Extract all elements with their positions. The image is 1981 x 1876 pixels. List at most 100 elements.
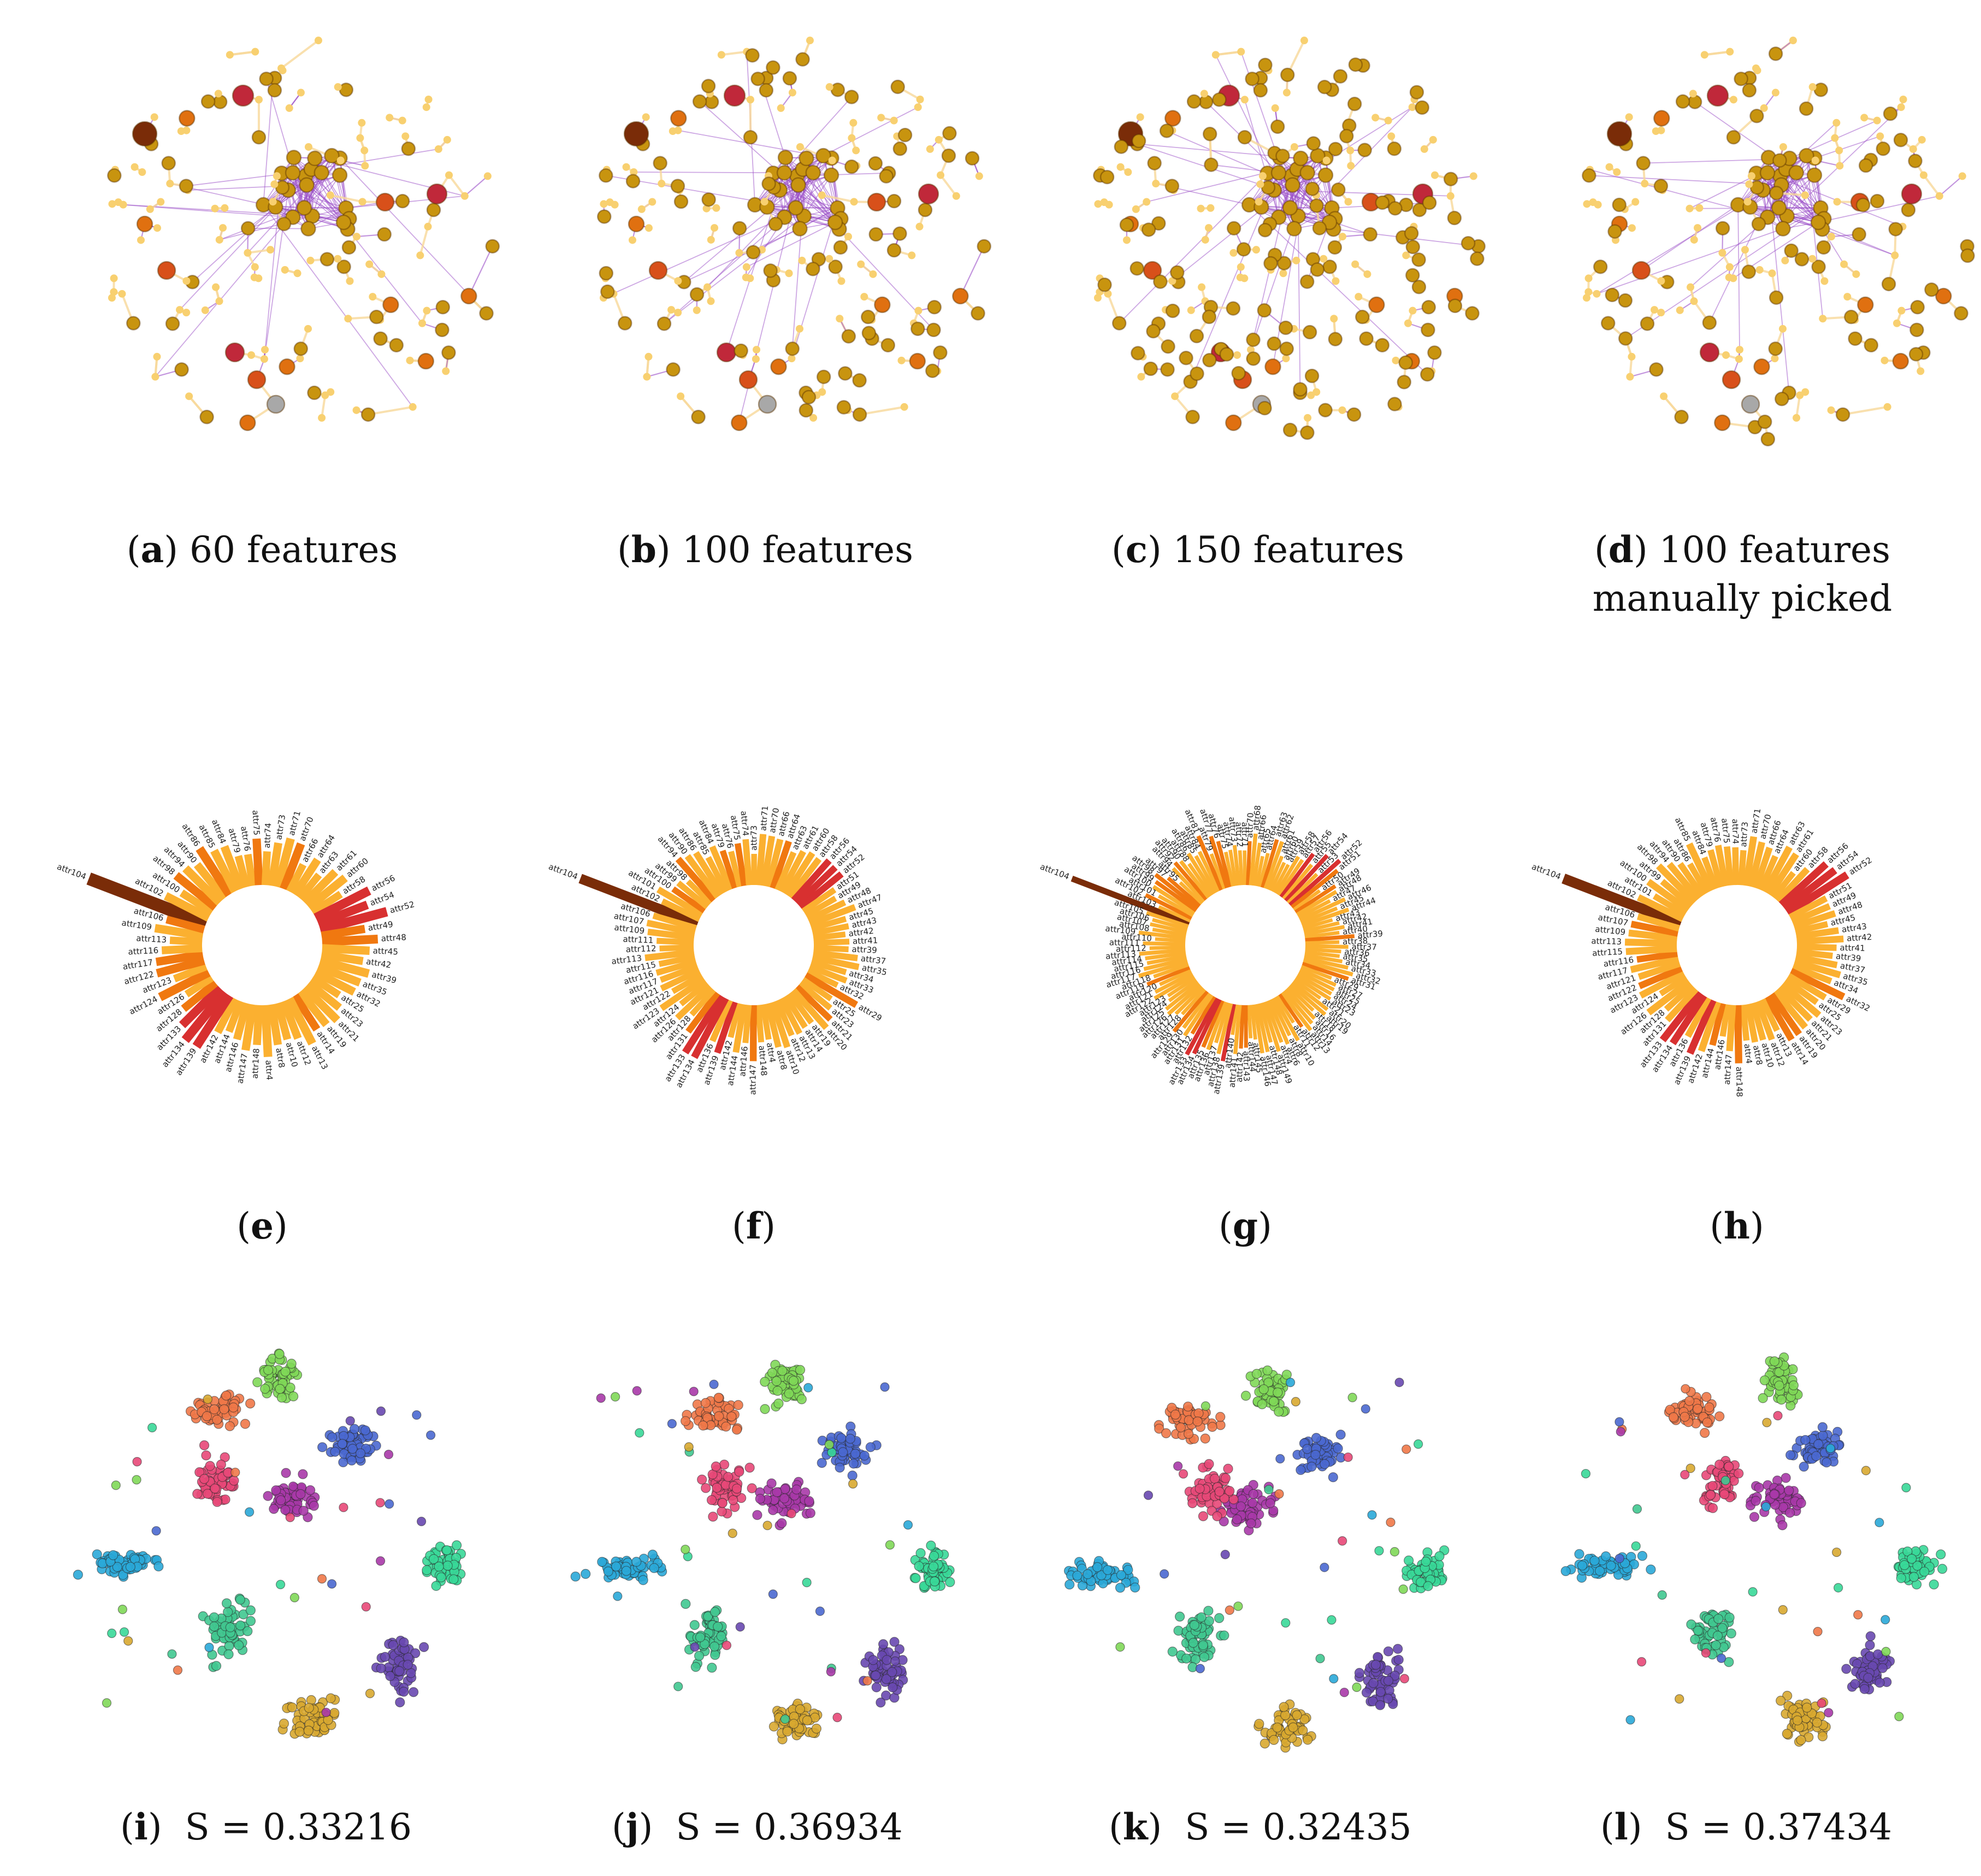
graph-node [795,52,810,67]
radial-bar [578,874,700,928]
radial-tick-label: attr37 [860,953,886,966]
scatter-point [327,1432,338,1442]
radial-bar [1794,921,1829,935]
graph-node [1910,300,1925,315]
graph-node [1876,132,1884,140]
graph-node [1810,214,1826,231]
graph-edge [1596,228,1783,294]
radial-bar [1677,862,1705,898]
graph-node [1714,414,1731,432]
radial-tick-label: attr42 [1847,932,1872,943]
graph-node [212,283,220,291]
radial-bar [1289,983,1327,1016]
graph-node [211,204,219,213]
graph-node [1909,145,1917,153]
radial-bar [1305,947,1341,954]
radial-bar [1709,1002,1726,1046]
graph-node [644,224,653,232]
scatter-point [211,1661,222,1671]
radial-bar [1228,849,1238,886]
graph-node [823,167,839,183]
graph-node [1387,141,1402,156]
scatter-point [824,1440,834,1449]
radial-bar [1214,1002,1230,1043]
graph-edge [448,174,466,197]
graph-edge [1249,157,1280,205]
graph-node [327,388,335,396]
graph-node [933,345,948,360]
graph-node [1657,309,1665,317]
scatter-point [613,1591,623,1601]
scatter-point [802,1715,813,1726]
graph-node [136,215,153,233]
graph-node [1276,256,1292,270]
radial-bar [1155,937,1186,943]
graph-node [1702,315,1717,330]
graph-node [1104,290,1112,298]
radial-bar [1714,845,1729,887]
radial-labels: attr104attr103attr102attr101attr100attr9… [1039,805,1383,1095]
scatter-point [712,1483,722,1493]
graph-node [1960,248,1975,263]
radial-bar [1298,970,1335,992]
graph-node [643,373,651,381]
radial-bar [1304,925,1345,936]
graph-node [332,167,348,183]
scatter-point [1274,1406,1284,1417]
graph-node [401,141,416,156]
graph-node [1881,356,1889,364]
scatter-point [1187,1498,1198,1508]
scatter-point [419,1642,429,1653]
radial-tick-label: attr142 [1234,1052,1245,1082]
graph-node [1778,325,1787,333]
scatter-point [710,1650,720,1660]
graph-node [599,266,614,281]
radial-bar [1220,1004,1236,1062]
radial-bar [671,972,703,994]
graph-node [1219,347,1234,362]
scatter-point [713,1621,723,1632]
scatter-point [412,1410,422,1420]
radial-bar [1152,928,1187,937]
graph-node [900,403,908,411]
radial-bar [1305,944,1349,949]
graph-node [1743,198,1752,206]
graph-node [886,193,902,209]
radial-bar [770,840,792,889]
graph-node [1151,216,1166,231]
scatter-points [570,1360,955,1744]
graph-edge [821,194,854,203]
graph-node [1247,346,1255,354]
graph-node [1097,278,1112,292]
scatter-point [399,1637,409,1648]
scatter-point [713,1393,724,1403]
graph-node [1935,192,1943,200]
radial-bar [689,988,716,1017]
scatter-point [836,1433,847,1443]
scatter-point [327,1579,337,1589]
scatter-point [1339,1688,1349,1697]
scatter-point [1389,1547,1400,1557]
graph-node [1279,341,1294,356]
scatter-point [649,1563,659,1573]
scatter-point [416,1517,427,1526]
graph-edge [312,175,340,216]
scatter-point [1246,1518,1256,1529]
graph-node [1333,69,1348,84]
graph-node [816,369,831,385]
graph-node [1808,255,1817,263]
scatter-point [1220,1549,1230,1560]
graph-node [279,66,287,74]
graph-node [279,358,295,375]
radial-bar [808,904,856,927]
graph-node [285,165,301,181]
graph-node [599,168,613,183]
graph-node [1159,123,1174,138]
scatter-point [1714,1411,1725,1421]
graph-node [1864,338,1879,353]
graph-edge [304,155,333,208]
graph-node [1858,158,1873,173]
graph-node [1779,143,1787,151]
graph-node [386,114,394,122]
scatter-point [1707,1480,1718,1491]
